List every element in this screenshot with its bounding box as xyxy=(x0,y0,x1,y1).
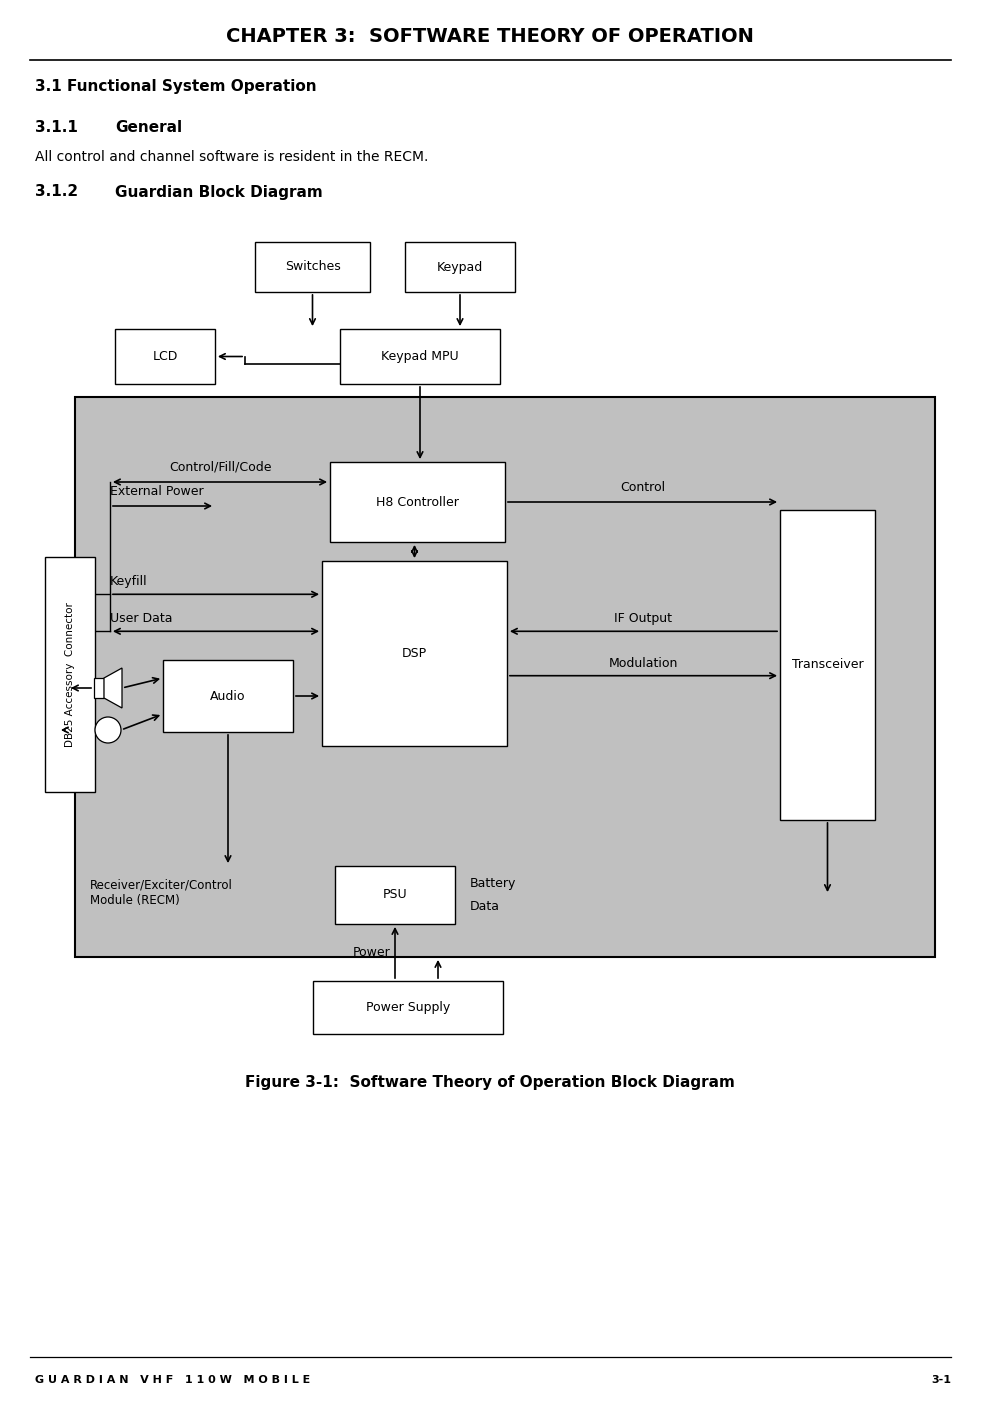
Text: DSP: DSP xyxy=(402,647,427,659)
Text: Keypad: Keypad xyxy=(437,260,483,274)
Text: Keypad MPU: Keypad MPU xyxy=(382,350,459,363)
Text: Data: Data xyxy=(470,899,500,914)
Bar xyxy=(255,241,370,292)
Bar xyxy=(340,329,500,384)
Text: Power: Power xyxy=(352,946,390,959)
Text: G U A R D I A N   V H F   1 1 0 W   M O B I L E: G U A R D I A N V H F 1 1 0 W M O B I L … xyxy=(35,1375,310,1385)
Text: Switches: Switches xyxy=(284,260,340,274)
Text: 3.1.1: 3.1.1 xyxy=(35,120,77,134)
Text: DB25 Accessory  Connector: DB25 Accessory Connector xyxy=(65,602,75,747)
Bar xyxy=(163,659,293,731)
Text: External Power: External Power xyxy=(110,484,204,498)
Text: IF Output: IF Output xyxy=(614,613,673,626)
Text: Audio: Audio xyxy=(210,689,246,703)
Text: Control: Control xyxy=(620,481,665,494)
Text: Receiver/Exciter/Control
Module (RECM): Receiver/Exciter/Control Module (RECM) xyxy=(90,880,232,907)
Text: General: General xyxy=(115,120,182,134)
Bar xyxy=(322,561,507,746)
Bar xyxy=(75,397,935,957)
Bar xyxy=(330,462,505,542)
Text: 3.1 Functional System Operation: 3.1 Functional System Operation xyxy=(35,79,317,95)
Text: 3.1.2: 3.1.2 xyxy=(35,185,78,199)
Bar xyxy=(45,556,95,792)
Text: CHAPTER 3:  SOFTWARE THEORY OF OPERATION: CHAPTER 3: SOFTWARE THEORY OF OPERATION xyxy=(226,27,754,47)
Text: 3-1: 3-1 xyxy=(931,1375,951,1385)
Text: Figure 3-1:  Software Theory of Operation Block Diagram: Figure 3-1: Software Theory of Operation… xyxy=(245,1075,735,1090)
Text: H8 Controller: H8 Controller xyxy=(376,496,459,508)
Circle shape xyxy=(95,717,121,743)
Polygon shape xyxy=(104,668,122,707)
Bar xyxy=(94,678,104,698)
Text: Control/Fill/Code: Control/Fill/Code xyxy=(169,460,272,474)
Bar xyxy=(313,981,503,1034)
Text: Modulation: Modulation xyxy=(609,657,678,669)
Text: LCD: LCD xyxy=(152,350,178,363)
Bar xyxy=(115,329,215,384)
Text: User Data: User Data xyxy=(110,613,173,626)
Text: Guardian Block Diagram: Guardian Block Diagram xyxy=(115,185,323,199)
Text: Transceiver: Transceiver xyxy=(792,658,863,672)
Text: PSU: PSU xyxy=(383,888,407,901)
Bar xyxy=(780,510,875,820)
Text: Battery: Battery xyxy=(470,877,516,890)
Text: Power Supply: Power Supply xyxy=(366,1001,450,1014)
Text: Keyfill: Keyfill xyxy=(110,575,147,589)
Bar xyxy=(405,241,515,292)
Text: All control and channel software is resident in the RECM.: All control and channel software is resi… xyxy=(35,150,429,164)
Bar xyxy=(335,866,455,923)
